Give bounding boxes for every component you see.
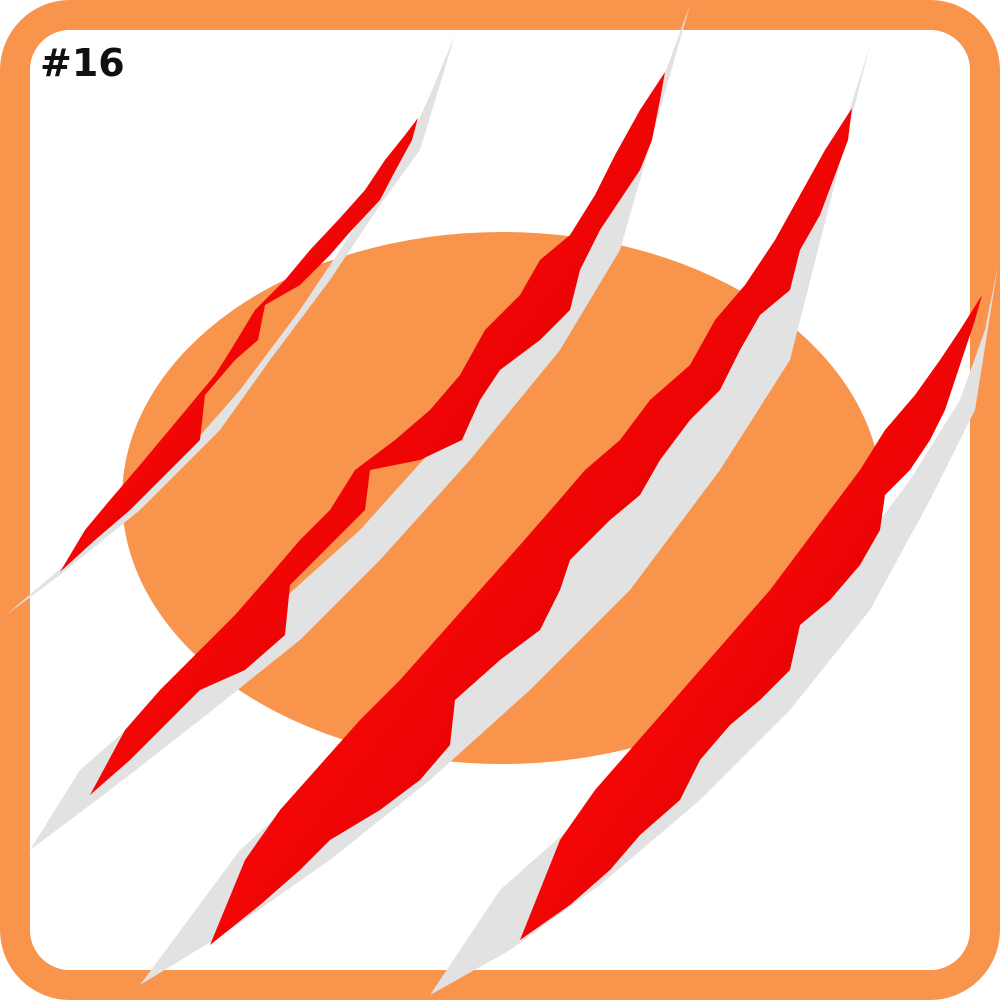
claw-tear-4 — [430, 265, 998, 995]
claw-tear-1 — [6, 35, 455, 615]
claw-tear-2 — [30, 5, 690, 850]
card-number-label: #16 — [40, 41, 125, 85]
claw-tear-3 — [140, 45, 870, 985]
